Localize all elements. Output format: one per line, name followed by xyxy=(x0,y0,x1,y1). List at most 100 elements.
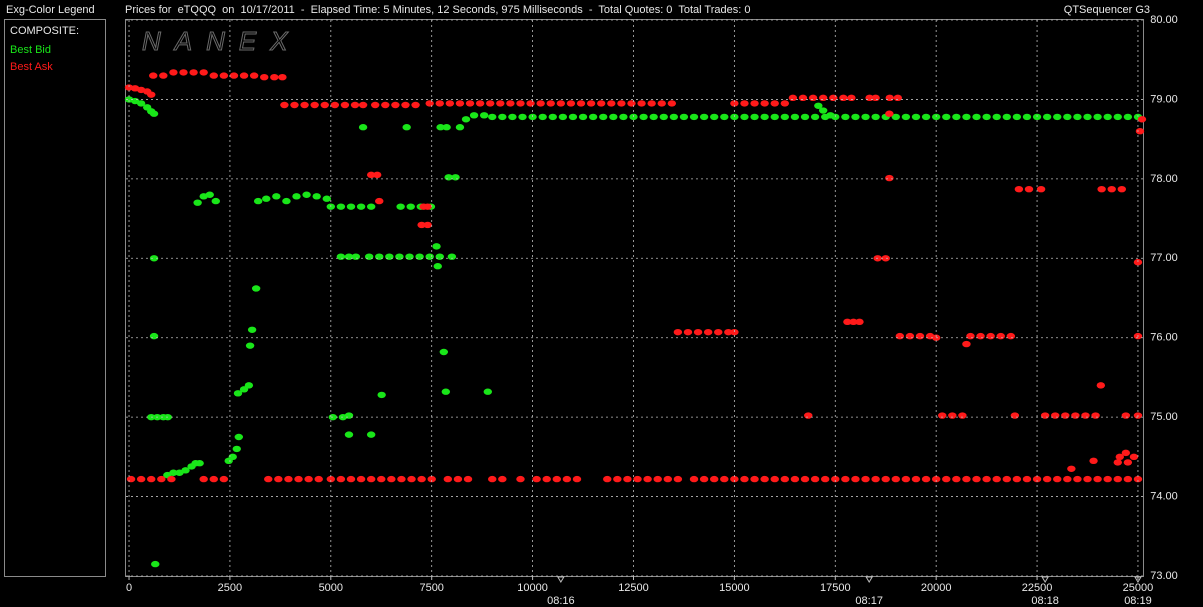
price-point xyxy=(439,348,449,356)
time-tick-label: 08:16 xyxy=(547,595,575,607)
price-point xyxy=(647,100,656,107)
x-tick-label: 20000 xyxy=(921,582,952,594)
price-point xyxy=(780,100,790,107)
price-point xyxy=(445,100,455,107)
price-point xyxy=(245,342,255,349)
price-point xyxy=(770,100,779,107)
price-point xyxy=(536,100,545,107)
price-point xyxy=(576,100,586,107)
price-point xyxy=(351,253,361,260)
price-point xyxy=(578,113,588,121)
price-point xyxy=(841,475,850,483)
x-tick-label: 0 xyxy=(126,582,132,594)
x-tick-label: 2500 xyxy=(218,582,242,594)
price-point xyxy=(552,475,562,483)
price-point xyxy=(300,101,309,109)
price-point xyxy=(411,101,420,109)
x-tick-label: 5000 xyxy=(319,582,343,594)
price-point xyxy=(189,69,198,76)
price-point xyxy=(322,195,331,202)
price-point xyxy=(149,332,159,340)
price-point xyxy=(657,100,666,107)
price-point xyxy=(921,113,931,121)
price-point xyxy=(346,203,356,210)
price-point xyxy=(966,332,975,340)
price-point xyxy=(282,197,291,205)
price-point xyxy=(1006,332,1016,340)
price-point xyxy=(373,171,382,179)
price-point xyxy=(1107,185,1116,193)
price-point xyxy=(1113,475,1122,483)
price-point xyxy=(740,100,749,107)
price-point xyxy=(304,475,313,483)
price-point xyxy=(720,475,729,483)
price-point xyxy=(1103,113,1112,121)
price-point xyxy=(441,388,451,395)
price-point xyxy=(881,255,890,262)
price-point xyxy=(415,253,424,260)
time-tick xyxy=(1041,576,1050,583)
plot-area xyxy=(124,69,1147,568)
price-point xyxy=(425,100,434,107)
price-point xyxy=(1063,113,1072,121)
y-tick-label: 77.00 xyxy=(1150,252,1178,264)
price-point xyxy=(871,475,880,483)
price-point xyxy=(810,475,820,483)
price-point xyxy=(488,113,497,121)
price-point xyxy=(395,253,404,260)
price-point xyxy=(982,475,991,483)
price-point xyxy=(209,475,218,483)
price-point xyxy=(679,113,689,121)
y-tick-label: 78.00 xyxy=(1150,173,1178,185)
price-point xyxy=(572,475,582,483)
price-point xyxy=(1042,475,1052,483)
price-point xyxy=(1053,475,1062,483)
price-point xyxy=(639,113,648,121)
price-point xyxy=(885,94,894,102)
price-point xyxy=(861,475,870,483)
price-point xyxy=(942,113,951,121)
price-point xyxy=(780,475,790,483)
price-point xyxy=(312,193,321,200)
price-point xyxy=(703,328,713,336)
x-tick-label: 17500 xyxy=(820,582,851,594)
price-point xyxy=(1071,412,1080,419)
y-tick-label: 76.00 xyxy=(1150,332,1178,344)
price-point xyxy=(538,113,547,121)
price-point xyxy=(1053,113,1062,121)
time-tick-label: 08:17 xyxy=(855,595,883,607)
y-tick-label: 79.00 xyxy=(1150,93,1178,105)
price-point xyxy=(710,113,719,121)
price-point xyxy=(244,382,254,389)
price-point xyxy=(366,171,376,179)
time-tick xyxy=(1134,576,1142,583)
legend-title: Exg-Color Legend xyxy=(6,4,95,16)
price-point xyxy=(841,113,850,121)
price-point xyxy=(586,100,596,107)
price-point xyxy=(280,101,289,109)
price-point xyxy=(199,475,208,483)
price-point xyxy=(149,72,158,79)
price-point xyxy=(1117,185,1127,193)
time-tick-label: 08:18 xyxy=(1031,595,1059,607)
price-point xyxy=(508,113,517,121)
price-point xyxy=(619,113,628,121)
price-point xyxy=(1083,113,1092,121)
price-point xyxy=(1123,459,1133,466)
price-point xyxy=(483,388,493,395)
price-point xyxy=(302,191,311,198)
price-point xyxy=(330,101,340,109)
price-point xyxy=(406,203,415,210)
watermark: NANEX xyxy=(142,26,302,56)
price-point xyxy=(548,113,557,121)
price-point xyxy=(350,101,360,109)
price-point xyxy=(461,116,471,123)
price-point xyxy=(264,475,273,483)
price-point xyxy=(232,445,241,453)
price-point xyxy=(921,475,931,483)
price-point xyxy=(435,253,444,260)
price-point xyxy=(760,113,769,121)
price-point xyxy=(407,475,416,483)
price-point xyxy=(1012,475,1022,483)
price-point xyxy=(710,475,719,483)
